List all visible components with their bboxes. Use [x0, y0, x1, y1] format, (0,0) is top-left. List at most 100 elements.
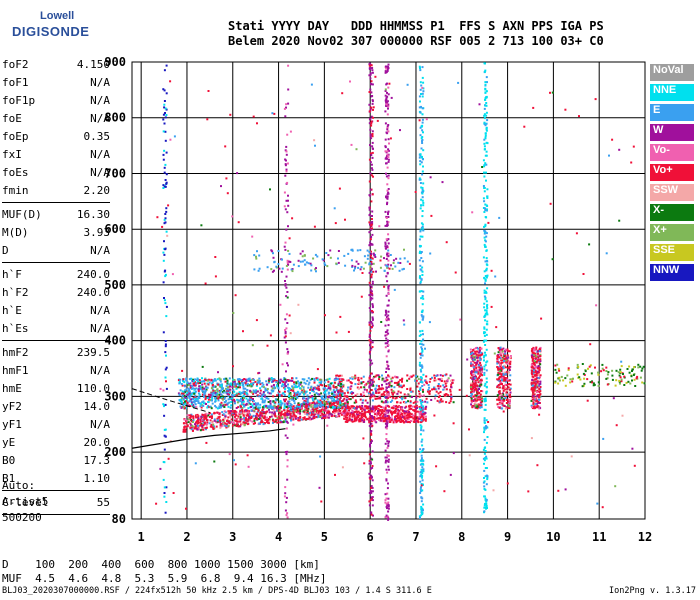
- echo-point: [471, 406, 474, 409]
- echo-point: [205, 388, 208, 391]
- echo-point: [396, 412, 398, 415]
- echo-point: [370, 422, 373, 425]
- echo-point: [387, 63, 390, 66]
- echo-point: [371, 383, 374, 386]
- echo-point: [398, 419, 401, 422]
- echo-point: [375, 374, 378, 377]
- echo-point: [258, 377, 261, 380]
- echo-point: [537, 373, 540, 376]
- echo-point: [480, 406, 483, 409]
- echo-point: [437, 396, 440, 399]
- echo-point: [385, 376, 388, 379]
- echo-point: [534, 371, 537, 374]
- echo-point: [292, 418, 295, 421]
- echo-point: [332, 393, 335, 396]
- echo-point: [255, 389, 258, 392]
- echo-point: [294, 398, 297, 400]
- echo-point: [369, 289, 372, 292]
- echo-point: [216, 388, 219, 391]
- echo-point: [536, 380, 539, 383]
- echo-point: [223, 422, 226, 425]
- echo-point: [219, 403, 222, 406]
- echo-point: [422, 149, 425, 152]
- echo-point: [261, 416, 264, 419]
- echo-point: [420, 425, 423, 428]
- echo-point: [341, 400, 344, 402]
- echo-point: [384, 342, 387, 345]
- echo-point: [179, 405, 182, 408]
- echo-point: [377, 405, 380, 407]
- echo-point: [252, 392, 255, 395]
- echo-point: [211, 392, 214, 395]
- echo-point: [429, 378, 432, 380]
- echo-point: [372, 391, 375, 394]
- echo-point: [276, 417, 279, 420]
- echo-point: [228, 401, 231, 404]
- echo-point: [318, 381, 321, 384]
- echo-point: [245, 383, 247, 386]
- echo-point: [275, 398, 278, 401]
- echo-point: [384, 324, 387, 327]
- param-name: hmE: [2, 382, 22, 395]
- echo-point: [387, 414, 390, 417]
- echo-point: [297, 385, 300, 388]
- echo-point: [590, 372, 593, 375]
- echo-point: [365, 407, 368, 410]
- echo-point: [358, 381, 360, 384]
- echo-point: [480, 353, 483, 356]
- echo-point: [267, 391, 269, 394]
- echo-point: [421, 139, 424, 141]
- echo-point: [426, 401, 429, 404]
- echo-point: [356, 413, 359, 416]
- echo-point: [253, 409, 256, 412]
- echo-point: [481, 390, 484, 393]
- echo-point: [387, 289, 390, 292]
- echo-point: [386, 113, 389, 116]
- echo-point: [178, 394, 181, 397]
- echo-point: [237, 399, 240, 402]
- echo-point: [228, 377, 231, 380]
- echo-point: [385, 258, 388, 260]
- echo-point: [597, 373, 600, 376]
- echo-point: [204, 390, 207, 392]
- echo-point: [413, 421, 416, 423]
- echo-point: [368, 339, 371, 342]
- echo-point: [532, 401, 535, 404]
- echo-point: [248, 410, 251, 413]
- echo-point: [473, 370, 476, 373]
- echo-point: [370, 269, 373, 272]
- echo-point: [470, 383, 472, 386]
- echo-point: [504, 379, 507, 382]
- echo-point: [387, 510, 390, 513]
- echo-point: [384, 241, 387, 244]
- echo-point: [368, 281, 371, 284]
- echo-point: [291, 398, 294, 401]
- echo-point: [338, 415, 341, 418]
- echo-point: [222, 391, 225, 394]
- echo-point: [337, 400, 340, 403]
- echo-point: [297, 407, 300, 409]
- echo-point: [218, 415, 221, 418]
- echo-point: [630, 375, 633, 378]
- echo-point: [502, 347, 505, 350]
- echo-point: [370, 432, 373, 435]
- echo-point: [344, 395, 347, 398]
- echo-point: [307, 415, 310, 418]
- echo-point: [241, 410, 243, 413]
- echo-point: [310, 385, 313, 388]
- echo-point: [470, 386, 473, 389]
- echo-point: [386, 316, 388, 319]
- echo-point: [223, 397, 226, 400]
- echo-point: [368, 394, 370, 397]
- echo-point: [410, 415, 413, 418]
- echo-point: [534, 383, 537, 386]
- echo-point: [422, 229, 425, 232]
- echo-point: [307, 383, 310, 386]
- echo-point: [311, 402, 314, 404]
- echo-point: [386, 246, 388, 249]
- auto-line: Artist5: [2, 495, 49, 508]
- param-value: 240.0: [76, 268, 110, 281]
- echo-point: [484, 239, 487, 242]
- echo-point: [496, 360, 499, 363]
- echo-point: [345, 410, 348, 413]
